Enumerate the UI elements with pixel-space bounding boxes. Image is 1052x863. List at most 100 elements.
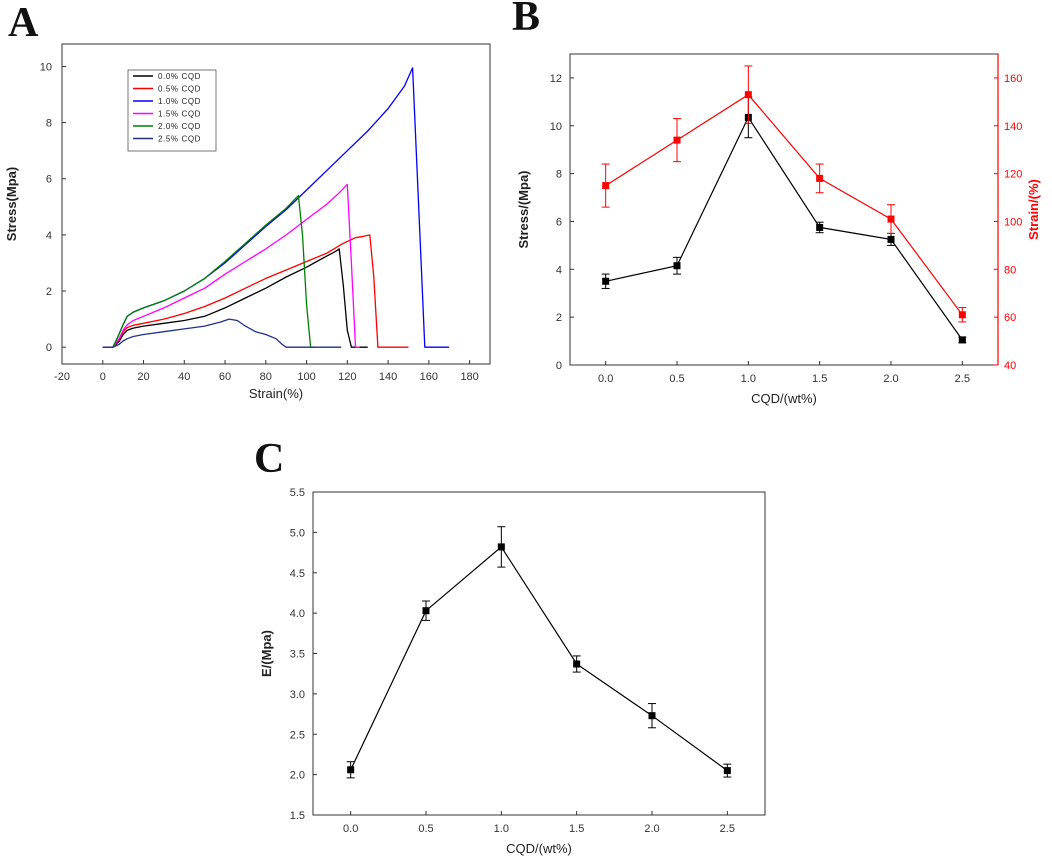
y-tick-label: 10 (40, 61, 52, 73)
x-tick-label: 1.0 (741, 373, 756, 385)
y-tick-label: 4.0 (290, 608, 305, 620)
stress-strain-chart: -20 0 20 40 60 80 100 120 140 160 180 0 2 4 6 8 10 Strain… (4, 43, 491, 401)
data-point (816, 223, 824, 231)
x-tick-label: 180 (460, 371, 478, 383)
data-point (744, 91, 752, 99)
plot-frame (61, 43, 491, 365)
plot-frame (569, 53, 999, 366)
y2-axis-title: Strain/(%) (1026, 179, 1041, 240)
panel-label-b: B (512, 0, 540, 40)
y-tick-label: 8 (46, 118, 52, 130)
x-tick-label: 140 (379, 371, 397, 383)
legend-label: 2.0% CQD (158, 122, 201, 131)
series-line-stress (605, 116, 963, 341)
series-line-3 (102, 183, 360, 348)
y-tick-label: 2 (46, 286, 52, 298)
y-axis-title: Stress/(Mpa) (516, 170, 531, 248)
panel-label-c: C (254, 436, 284, 482)
data-point (422, 607, 430, 615)
data-point (723, 767, 731, 775)
data-point (573, 660, 581, 668)
series-line-strain (605, 93, 963, 316)
y-tick-label: 4 (46, 230, 52, 242)
y-axis-title: E/(Mpa) (259, 630, 274, 677)
x-tick-label: 2.0 (644, 823, 659, 835)
data-point (648, 712, 656, 720)
x-tick-label: 0.5 (418, 823, 433, 835)
data-point (673, 262, 681, 270)
y-tick-label: 5.0 (290, 527, 305, 539)
y2-tick-label: 60 (1004, 312, 1016, 324)
y-tick-label: 2 (556, 312, 562, 324)
y-tick-label: 0 (46, 342, 52, 354)
y-tick-label: 1.5 (290, 810, 305, 822)
x-tick-label: 0.0 (598, 373, 613, 385)
panel-label-a: A (8, 0, 39, 46)
stress-strain-vs-cqd-chart: 0.0 0.5 1.0 1.5 2.0 2.5 0 2 4 6 8 10 12 40 60 80 100 120 1… (516, 53, 1041, 406)
x-tick-label: 20 (137, 371, 149, 383)
x-tick-label: 1.5 (812, 373, 827, 385)
x-tick-label: 0 (100, 371, 106, 383)
legend-label: 1.0% CQD (158, 97, 201, 106)
x-tick-label: 0.5 (669, 373, 684, 385)
x-tick-label: 1.0 (494, 823, 509, 835)
y-tick-label: 6 (556, 216, 562, 228)
y2-tick-label: 100 (1004, 216, 1022, 228)
x-tick-label: 2.5 (720, 823, 735, 835)
x-tick-label: 80 (260, 371, 272, 383)
y-tick-label: 3.0 (290, 689, 305, 701)
data-point (958, 311, 966, 319)
series-line-e (350, 545, 728, 772)
series-line-4 (102, 194, 315, 348)
x-tick-label: -20 (54, 371, 70, 383)
x-tick-label: 160 (420, 371, 438, 383)
y-tick-label: 10 (550, 121, 562, 133)
data-point (887, 215, 895, 223)
y-tick-label: 3.5 (290, 649, 305, 661)
x-axis-title: CQD/(wt%) (506, 841, 572, 856)
data-point (816, 174, 824, 182)
y-tick-label: 5.5 (290, 487, 305, 499)
data-point (887, 235, 895, 243)
y-tick-label: 6 (46, 174, 52, 186)
y2-tick-label: 80 (1004, 264, 1016, 276)
x-tick-label: 40 (178, 371, 190, 383)
y-tick-label: 12 (550, 73, 562, 85)
x-tick-label: 2.0 (883, 373, 898, 385)
modulus-vs-cqd-chart: 0.0 0.5 1.0 1.5 2.0 2.5 1.5 2.0 2.5 3.0 3.5 4.0 4.5 5… (259, 487, 766, 856)
y2-tick-label: 40 (1004, 360, 1016, 372)
x-tick-label: 0.0 (343, 823, 358, 835)
legend-label: 1.5% CQD (158, 110, 201, 119)
y-tick-label: 4.5 (290, 568, 305, 580)
data-point (958, 336, 966, 344)
data-point (673, 136, 681, 144)
data-point (602, 182, 610, 190)
legend-label: 2.5% CQD (158, 135, 201, 144)
legend-label: 0.0% CQD (158, 72, 201, 81)
plot-frame (312, 491, 766, 816)
series-line-1 (102, 234, 409, 348)
y-tick-label: 0 (556, 360, 562, 372)
data-point (602, 277, 610, 285)
series-line-0 (102, 248, 368, 348)
x-axis-title: Strain(%) (249, 386, 303, 401)
y2-tick-label: 140 (1004, 121, 1022, 133)
x-tick-label: 120 (338, 371, 356, 383)
data-point (497, 543, 505, 551)
series-line-5 (102, 318, 342, 348)
x-tick-label: 1.5 (569, 823, 584, 835)
data-point (347, 766, 355, 774)
y-tick-label: 4 (556, 264, 562, 276)
y-tick-label: 8 (556, 169, 562, 181)
y2-tick-label: 160 (1004, 73, 1022, 85)
x-tick-label: 60 (219, 371, 231, 383)
y-tick-label: 2.5 (290, 729, 305, 741)
y2-tick-label: 120 (1004, 169, 1022, 181)
x-tick-label: 2.5 (955, 373, 970, 385)
y-tick-label: 2.0 (290, 770, 305, 782)
legend-label: 0.5% CQD (158, 85, 201, 94)
legend-box (127, 69, 217, 152)
x-axis-title: CQD/(wt%) (751, 391, 817, 406)
y-axis-title: Stress(Mpa) (4, 167, 19, 241)
